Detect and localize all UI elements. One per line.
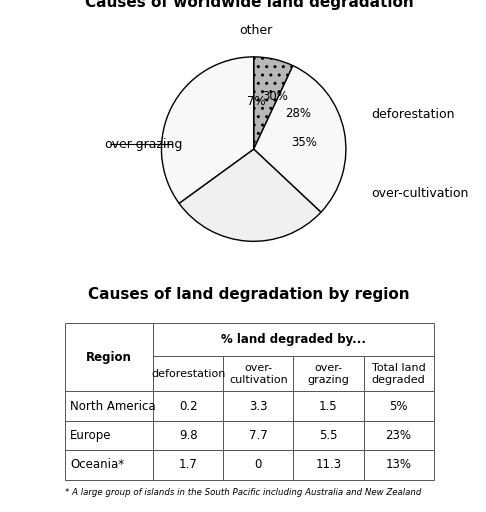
Bar <box>294 450 364 480</box>
Wedge shape <box>254 66 346 212</box>
Text: 5%: 5% <box>389 399 408 413</box>
Text: % land degraded by...: % land degraded by... <box>221 333 366 347</box>
Bar <box>153 324 434 356</box>
Text: deforestation: deforestation <box>372 108 455 120</box>
Bar <box>65 324 153 391</box>
Text: 1.5: 1.5 <box>319 399 338 413</box>
Text: Total land
degraded: Total land degraded <box>372 363 425 385</box>
Bar <box>153 421 223 450</box>
Title: Causes of worldwide land degradation: Causes of worldwide land degradation <box>85 0 414 10</box>
Text: 0.2: 0.2 <box>179 399 197 413</box>
Text: * A large group of islands in the South Pacific including Australia and New Zeal: * A large group of islands in the South … <box>65 488 421 497</box>
Text: 9.8: 9.8 <box>179 429 197 442</box>
Bar <box>223 450 294 480</box>
Text: over-cultivation: over-cultivation <box>372 187 469 200</box>
Bar <box>223 421 294 450</box>
Wedge shape <box>254 57 293 149</box>
Bar <box>65 450 153 480</box>
Text: 28%: 28% <box>285 106 311 120</box>
Text: Europe: Europe <box>70 429 112 442</box>
Text: 7%: 7% <box>247 95 266 108</box>
Text: over-grazing: over-grazing <box>104 138 183 151</box>
Bar <box>153 391 223 421</box>
Bar <box>364 450 434 480</box>
Text: 13%: 13% <box>385 458 412 472</box>
Wedge shape <box>161 57 254 203</box>
Text: Causes of land degradation by region: Causes of land degradation by region <box>88 287 410 303</box>
Bar <box>364 391 434 421</box>
Text: 0: 0 <box>255 458 262 472</box>
Text: 30%: 30% <box>262 90 288 102</box>
Text: over-
grazing: over- grazing <box>308 363 349 385</box>
Text: 1.7: 1.7 <box>179 458 197 472</box>
Text: 3.3: 3.3 <box>249 399 268 413</box>
Text: 23%: 23% <box>385 429 412 442</box>
Bar <box>153 356 223 391</box>
Text: other: other <box>239 24 272 36</box>
Wedge shape <box>179 149 321 241</box>
Text: 35%: 35% <box>291 136 317 149</box>
Bar <box>294 421 364 450</box>
Bar <box>153 450 223 480</box>
Text: Oceania*: Oceania* <box>70 458 124 472</box>
Bar <box>223 356 294 391</box>
Text: Region: Region <box>86 351 132 364</box>
Bar <box>294 391 364 421</box>
Text: 5.5: 5.5 <box>319 429 338 442</box>
Bar <box>294 356 364 391</box>
Text: 7.7: 7.7 <box>249 429 268 442</box>
Bar <box>364 421 434 450</box>
Bar <box>223 391 294 421</box>
Bar <box>65 391 153 421</box>
Text: North America: North America <box>70 399 156 413</box>
Text: over-
cultivation: over- cultivation <box>229 363 288 385</box>
Bar <box>364 356 434 391</box>
Text: 11.3: 11.3 <box>315 458 342 472</box>
Text: deforestation: deforestation <box>151 369 226 379</box>
Bar <box>65 421 153 450</box>
